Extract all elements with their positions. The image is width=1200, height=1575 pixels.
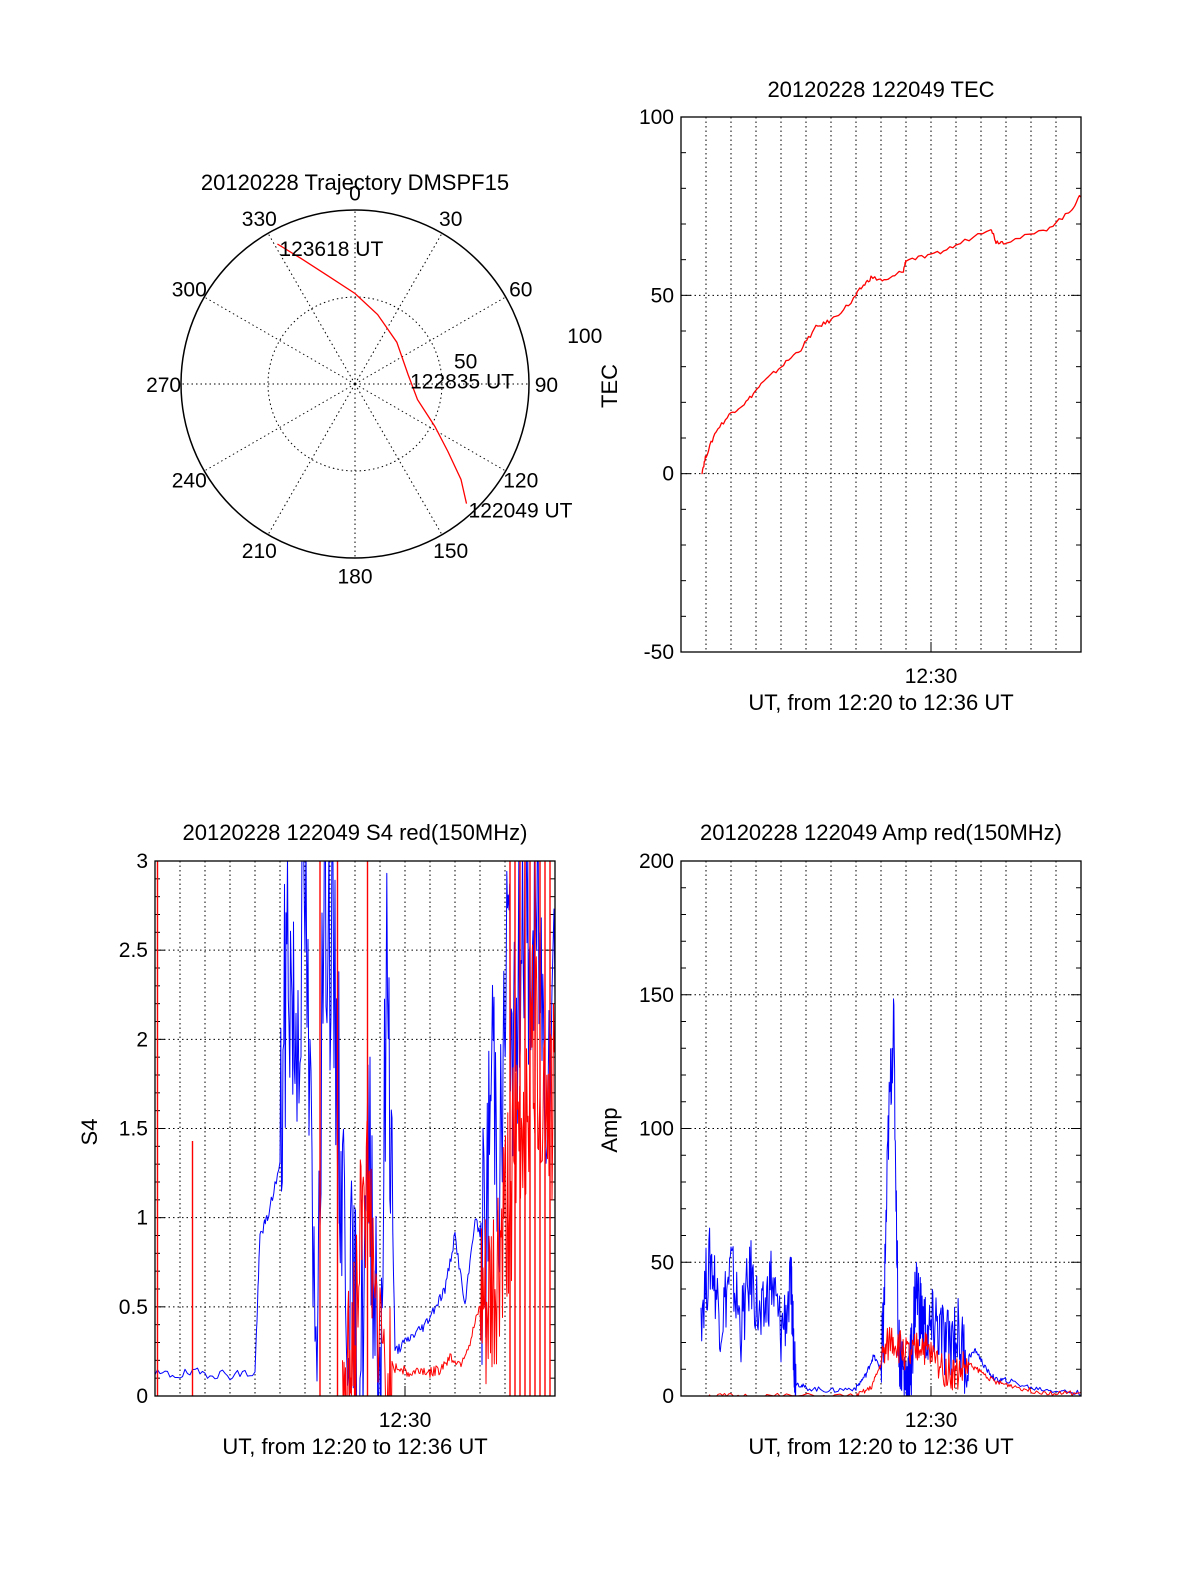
polar-angle-label-120: 120 — [503, 470, 538, 493]
amp-xlabel: UT, from 12:20 to 12:36 UT — [748, 1434, 1013, 1459]
amp-series-red — [701, 1326, 1081, 1396]
amp-frame — [680, 860, 1082, 1397]
polar-spoke-210 — [267, 383, 356, 535]
polar-angle-label-150: 150 — [433, 540, 468, 563]
amp-plot-area: 0 50 100 150 200 — [639, 850, 1082, 1408]
amp-xtick-label: 12:30 — [905, 1409, 958, 1432]
polar-angle-label-60: 60 — [509, 278, 532, 301]
tec-panel: 20120228 122049 TEC -50 0 50 100 12:30 UT, … — [597, 77, 1082, 715]
polar-spoke-150 — [354, 383, 443, 535]
polar-annotation-0: 123618 UT — [279, 238, 383, 261]
polar-track-line — [277, 243, 468, 504]
polar-angle-label-30: 30 — [439, 208, 462, 231]
amp-series-blue — [700, 998, 1081, 1396]
tec-series-red — [701, 194, 1081, 475]
polar-angle-label-90: 90 — [535, 374, 558, 397]
trajectory-title: 20120228 Trajectory DMSPF15 — [201, 170, 509, 195]
polar-angle-label-180: 180 — [337, 565, 372, 588]
s4-series-red — [342, 944, 555, 1396]
amp-ytick-label-200: 200 — [639, 850, 674, 873]
polar-angle-label-0: 0 — [349, 183, 361, 206]
polar-angle-label-240: 240 — [172, 470, 207, 493]
tec-ylabel: TEC — [597, 364, 622, 408]
s4-frame — [154, 860, 556, 1397]
polar-radius-label-50: 50 — [454, 350, 477, 373]
s4-xlabel: UT, from 12:20 to 12:36 UT — [222, 1434, 487, 1459]
polar-spoke-240 — [204, 383, 356, 472]
s4-panel: 20120228 122049 S4 red(150MHz) 0 0.5 1 1.5 2… — [77, 820, 556, 1459]
s4-series-group — [155, 861, 555, 1396]
tec-title: 20120228 122049 TEC — [767, 77, 994, 102]
s4-ytick-label-0: 0 — [136, 1385, 148, 1408]
s4-ytick-label-1.5: 1.5 — [119, 1118, 148, 1141]
s4-plot-area: 0 0.5 1 1.5 2 2.5 3 — [119, 850, 556, 1408]
s4-ytick-label-3: 3 — [136, 850, 148, 873]
s4-ytick-label-0.5: 0.5 — [119, 1296, 148, 1319]
s4-ytick-label-1: 1 — [136, 1207, 148, 1230]
tec-xtick-label: 12:30 — [905, 665, 958, 688]
amp-ytick-label-100: 100 — [639, 1118, 674, 1141]
polar-angle-label-210: 210 — [242, 540, 277, 563]
s4-ylabel: S4 — [77, 1119, 102, 1146]
tec-plot-area: -50 0 50 100 — [639, 106, 1082, 664]
amp-ylabel: Amp — [597, 1107, 622, 1152]
s4-ytick-label-2: 2 — [136, 1028, 148, 1051]
polar-angle-label-330: 330 — [242, 208, 277, 231]
polar-spoke-330 — [267, 233, 356, 385]
polar-spoke-60 — [354, 296, 506, 385]
amp-title: 20120228 122049 Amp red(150MHz) — [700, 820, 1062, 845]
amp-ytick-label-0: 0 — [662, 1385, 674, 1408]
polar-radius-label-100: 100 — [567, 325, 602, 348]
polar-angle-label-300: 300 — [172, 278, 207, 301]
polar-outer-circle — [180, 209, 530, 559]
polar-grid — [180, 209, 530, 559]
tec-ytick-label-100: 100 — [639, 106, 674, 129]
polar-track — [277, 243, 468, 504]
tec-frame — [680, 116, 1082, 653]
tec-xlabel: UT, from 12:20 to 12:36 UT — [748, 690, 1013, 715]
tec-ytick-label-50: 50 — [651, 284, 674, 307]
polar-annotation-1: 122835 UT — [410, 371, 514, 394]
polar-spoke-30 — [354, 233, 443, 385]
polar-annotation-2: 122049 UT — [469, 500, 573, 523]
amp-panel: 20120228 122049 Amp red(150MHz) 0 50 100 15… — [597, 820, 1082, 1459]
amp-series-group — [700, 998, 1081, 1396]
tec-ytick-label--50: -50 — [644, 641, 674, 664]
tec-series-group — [701, 194, 1081, 475]
polar-angle-label-270: 270 — [146, 374, 181, 397]
amp-ytick-label-50: 50 — [651, 1251, 674, 1274]
s4-ytick-label-2.5: 2.5 — [119, 939, 148, 962]
s4-series-blue — [155, 861, 555, 1396]
polar-labels: 0 30 60 90 120 150 180 210 240 270 300 330 50 100 1236… — [146, 183, 602, 589]
tec-ytick-label-0: 0 — [662, 463, 674, 486]
trajectory-panel: 20120228 Trajectory DMSPF15 0 30 60 90 120 15… — [146, 170, 602, 588]
polar-spoke-300 — [204, 296, 356, 385]
amp-ytick-label-150: 150 — [639, 984, 674, 1007]
s4-title: 20120228 122049 S4 red(150MHz) — [183, 820, 528, 845]
polar-spoke-120 — [354, 383, 506, 472]
s4-xtick-label: 12:30 — [379, 1409, 432, 1432]
